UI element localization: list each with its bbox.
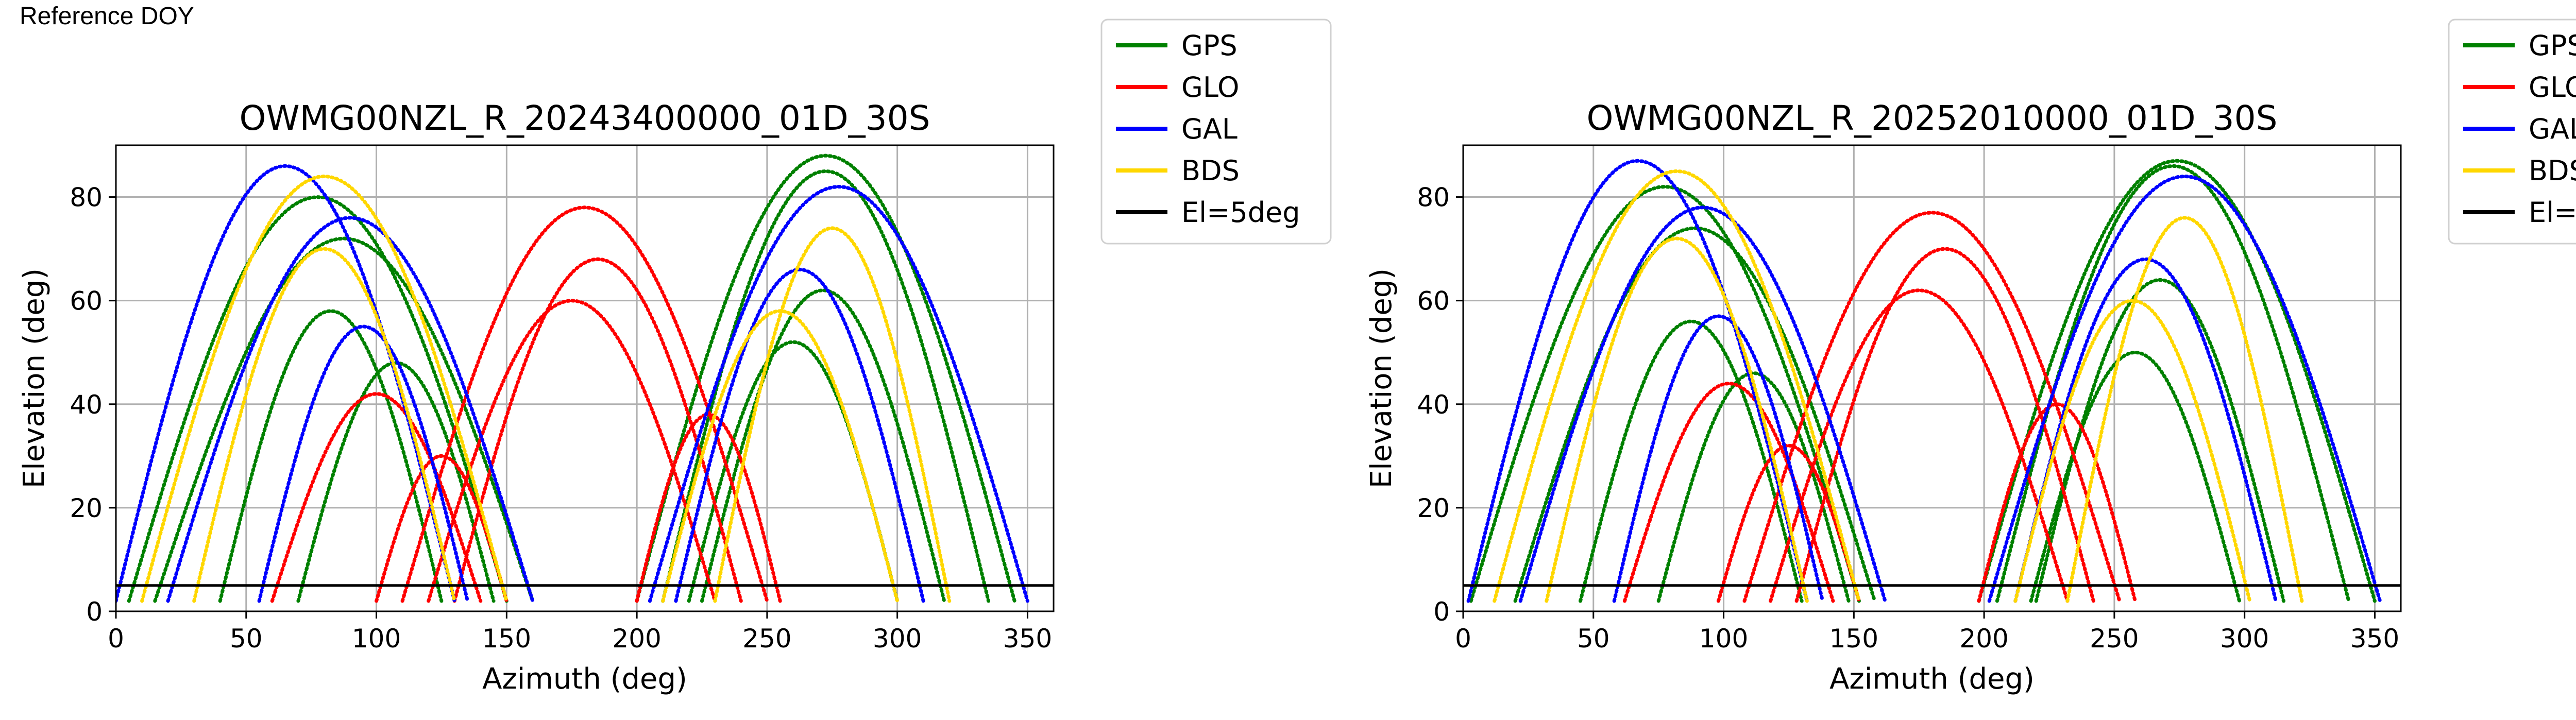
sat-track-gps bbox=[218, 309, 444, 603]
legend-label: GAL bbox=[1181, 113, 1238, 145]
sat-track-gps bbox=[700, 288, 946, 603]
legend-box bbox=[2448, 19, 2576, 245]
sat-track-gps bbox=[635, 153, 1016, 603]
sat-track-gal bbox=[674, 267, 925, 603]
y-tick-label: 20 bbox=[1417, 493, 1450, 523]
legend-box bbox=[1100, 19, 1332, 245]
x-tick-label: 200 bbox=[612, 624, 661, 654]
chart-panel-1: 0 50 100 150 200 250 300 350 0 20 40 60 80 OWMG00NZL_… bbox=[18, 19, 1332, 696]
sat-track-glo bbox=[400, 205, 769, 603]
sat-track-bds bbox=[713, 226, 952, 603]
x-tick-label: 300 bbox=[2220, 624, 2269, 654]
x-tick-label: 100 bbox=[1699, 624, 1748, 654]
x-tick-label: 0 bbox=[108, 624, 124, 654]
legend-label: BDS bbox=[1181, 155, 1240, 187]
sat-track-glo bbox=[375, 454, 509, 603]
sat-track-bds bbox=[661, 309, 900, 603]
plot-frame bbox=[115, 144, 1055, 612]
legend-label: El=5deg bbox=[2529, 196, 2576, 229]
sat-track-gps bbox=[1656, 371, 1851, 603]
y-tick-label: 60 bbox=[70, 286, 103, 316]
sat-track-gps bbox=[1977, 159, 2377, 603]
legend-label: El=5deg bbox=[1181, 196, 1300, 229]
legend-label: GAL bbox=[2529, 113, 2576, 145]
y-tick-label: 80 bbox=[70, 183, 103, 213]
legend: GPS GLO GAL BDS El=5deg bbox=[1100, 19, 1332, 245]
sat-track-gal bbox=[257, 324, 469, 603]
y-tick-label: 0 bbox=[86, 597, 103, 627]
legend-label: GPS bbox=[1181, 29, 1238, 62]
chart-panel-2: 0 50 100 150 200 250 300 350 0 20 40 60 80 OWMG00NZL_… bbox=[1365, 19, 2576, 696]
legend: GPS GLO GAL BDS El=5deg bbox=[2448, 19, 2576, 245]
sat-track-bds bbox=[1493, 169, 1861, 603]
legend-label: GPS bbox=[2529, 29, 2576, 62]
sat-track-gal bbox=[1466, 159, 1809, 603]
x-tick-label: 350 bbox=[2350, 624, 2399, 654]
x-tick-label: 50 bbox=[1577, 624, 1610, 654]
sat-track-bds bbox=[2013, 299, 2252, 603]
legend-label: BDS bbox=[2529, 155, 2576, 187]
y-tick-label: 40 bbox=[70, 390, 103, 420]
x-tick-label: 50 bbox=[230, 624, 263, 654]
sat-track-glo bbox=[1742, 211, 2122, 603]
track-layer bbox=[116, 153, 1029, 603]
x-tick-label: 250 bbox=[2090, 624, 2139, 654]
track-layer bbox=[1466, 159, 2382, 603]
sat-track-gps bbox=[2029, 350, 2242, 603]
x-tick-label: 100 bbox=[352, 624, 401, 654]
sat-track-gps bbox=[153, 236, 535, 603]
sat-track-bds bbox=[140, 174, 509, 603]
x-tick-label: 0 bbox=[1455, 624, 1471, 654]
sat-track-gps bbox=[1579, 319, 1804, 603]
y-tick-label: 0 bbox=[1433, 597, 1450, 627]
sat-track-gal bbox=[1612, 314, 1825, 603]
x-tick-label: 350 bbox=[1003, 624, 1052, 654]
sat-track-gps bbox=[127, 195, 509, 603]
y-axis-title: Elevation (deg) bbox=[1365, 268, 1398, 488]
legend-label: GLO bbox=[1181, 71, 1240, 104]
x-tick-label: 150 bbox=[482, 624, 531, 654]
sat-track-glo bbox=[270, 392, 483, 603]
x-tick-label: 250 bbox=[742, 624, 791, 654]
sat-track-gps bbox=[661, 169, 991, 603]
sat-track-bds bbox=[2065, 216, 2304, 603]
x-axis-title: Azimuth (deg) bbox=[482, 662, 687, 696]
y-tick-label: 80 bbox=[1417, 183, 1450, 213]
sat-track-glo bbox=[1769, 288, 2070, 603]
x-tick-label: 300 bbox=[873, 624, 922, 654]
plot-title: OWMG00NZL_R_20243400000_01D_30S bbox=[239, 98, 930, 138]
sat-track-gal bbox=[648, 184, 1029, 603]
sat-track-gal bbox=[1987, 174, 2382, 603]
y-tick-label: 40 bbox=[1417, 390, 1450, 420]
sat-track-gal bbox=[1518, 205, 1887, 603]
sat-track-gps bbox=[1469, 184, 1861, 603]
sat-track-gal bbox=[116, 164, 456, 603]
sat-track-glo bbox=[452, 257, 743, 603]
x-axis-title: Azimuth (deg) bbox=[1829, 662, 2035, 696]
reference-doy-label: Reference DOY bbox=[20, 3, 194, 30]
sat-track-gal bbox=[166, 216, 535, 603]
plot-title: OWMG00NZL_R_20252010000_01D_30S bbox=[1586, 98, 2277, 138]
plot-frame bbox=[1462, 144, 2402, 612]
x-tick-label: 200 bbox=[1959, 624, 2008, 654]
legend-label: GLO bbox=[2529, 71, 2576, 104]
sat-track-bds bbox=[1545, 236, 1809, 603]
x-tick-label: 150 bbox=[1829, 624, 1878, 654]
y-axis-title: Elevation (deg) bbox=[18, 268, 51, 488]
y-tick-label: 60 bbox=[1417, 286, 1450, 316]
sat-track-gps bbox=[1513, 226, 1877, 603]
sat-track-glo bbox=[1716, 443, 1861, 603]
y-tick-label: 20 bbox=[70, 493, 103, 523]
sat-track-glo bbox=[427, 299, 717, 603]
sat-track-bds bbox=[192, 247, 456, 603]
